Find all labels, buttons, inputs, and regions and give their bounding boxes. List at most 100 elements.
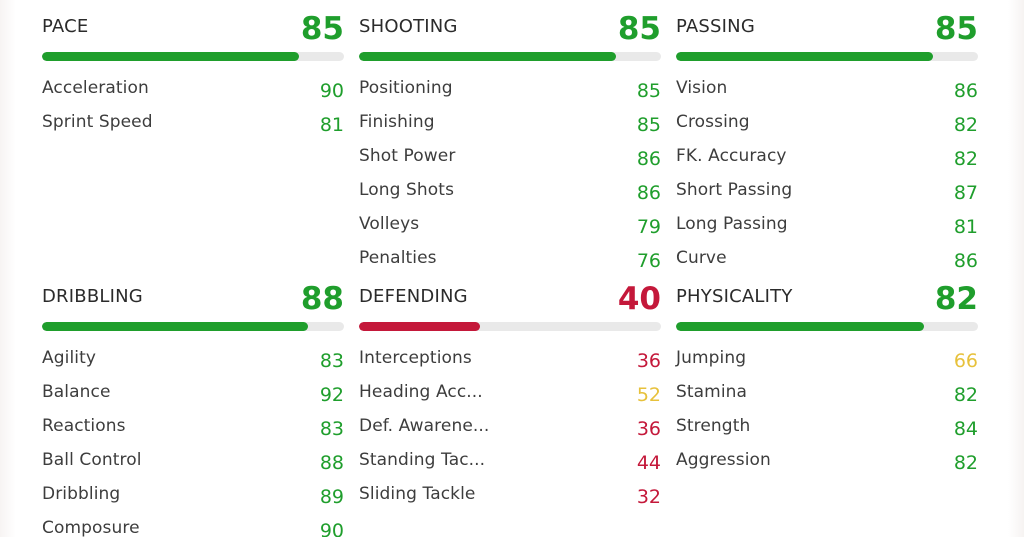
stat-value: 86	[953, 80, 978, 102]
section-physicality: PHYSICALITY 82 Jumping 66 Stamina 82 Strength 8…	[676, 270, 978, 474]
stat-label: Short Passing	[676, 180, 793, 200]
section-rating: 85	[617, 11, 661, 47]
stat-label: Composure	[42, 518, 140, 537]
stat-value: 88	[319, 452, 344, 474]
stat-row: Positioning 85	[359, 75, 661, 109]
section-title: SHOOTING	[359, 16, 458, 37]
section-title: DRIBBLING	[42, 286, 143, 307]
stat-value: 89	[319, 486, 344, 508]
stat-label: Long Shots	[359, 180, 455, 200]
section-dribbling: DRIBBLING 88 Agility 83 Balance 92 Reactions 83…	[42, 270, 344, 537]
stat-value: 66	[953, 350, 978, 372]
stat-row: Aggression 82	[676, 447, 978, 481]
section-title: DEFENDING	[359, 286, 468, 307]
stat-label: Sliding Tackle	[359, 484, 476, 504]
stat-value: 44	[636, 452, 661, 474]
stat-label: Agility	[42, 348, 97, 368]
stat-value: 90	[319, 520, 344, 537]
stat-list: Positioning 85 Finishing 85 Shot Power 86 Long…	[359, 75, 661, 279]
stat-label: Shot Power	[359, 146, 456, 166]
rating-bar	[42, 322, 344, 331]
stat-value: 82	[953, 114, 978, 136]
stat-label: Dribbling	[42, 484, 121, 504]
section-rating: 40	[617, 281, 661, 317]
rating-bar	[359, 322, 661, 331]
section-rating: 85	[300, 11, 344, 47]
stat-row: Interceptions 36	[359, 345, 661, 379]
stat-value: 85	[636, 80, 661, 102]
stat-value: 36	[636, 350, 661, 372]
rating-bar-fill	[676, 52, 933, 61]
section-rating: 85	[934, 11, 978, 47]
stat-label: Ball Control	[42, 450, 142, 470]
stat-row: Curve 86	[676, 245, 978, 279]
section-header: SHOOTING 85	[359, 0, 661, 45]
section-header: PHYSICALITY 82	[676, 270, 978, 315]
stat-value: 79	[636, 216, 661, 238]
stat-label: Positioning	[359, 78, 453, 98]
section-header: PACE 85	[42, 0, 344, 45]
stat-value: 82	[953, 452, 978, 474]
stat-value: 82	[953, 148, 978, 170]
stat-label: Volleys	[359, 214, 420, 234]
stat-label: Reactions	[42, 416, 126, 436]
section-header: DRIBBLING 88	[42, 270, 344, 315]
stat-label: Stamina	[676, 382, 748, 402]
rating-bar-fill	[42, 322, 308, 331]
stat-row: Strength 84	[676, 413, 978, 447]
stat-row: Stamina 82	[676, 379, 978, 413]
stat-value: 32	[636, 486, 661, 508]
stat-value: 86	[636, 148, 661, 170]
stat-row: Finishing 85	[359, 109, 661, 143]
stat-list: Interceptions 36 Heading Acc... 52 Def. Awar…	[359, 345, 661, 515]
section-header: DEFENDING 40	[359, 270, 661, 315]
section-passing: PASSING 85 Vision 86 Crossing 82 FK. Accuracy 8…	[676, 0, 978, 272]
stat-value: 83	[319, 418, 344, 440]
stat-row: Long Passing 81	[676, 211, 978, 245]
stat-row: Heading Acc... 52	[359, 379, 661, 413]
stat-label: FK. Accuracy	[676, 146, 787, 166]
stat-label: Finishing	[359, 112, 435, 132]
stat-value: 52	[636, 384, 661, 406]
section-title: PASSING	[676, 16, 755, 37]
section-rating: 88	[300, 281, 344, 317]
section-defending: DEFENDING 40 Interceptions 36 Heading Acc...…	[359, 270, 661, 508]
stat-row: Shot Power 86	[359, 143, 661, 177]
stat-value: 90	[319, 80, 344, 102]
stat-row: Acceleration 90	[42, 75, 344, 109]
stat-list: Agility 83 Balance 92 Reactions 83 Ball Contro…	[42, 345, 344, 537]
rating-bar-fill	[42, 52, 299, 61]
stat-value: 84	[953, 418, 978, 440]
stat-row: Ball Control 88	[42, 447, 344, 481]
stat-row: Balance 92	[42, 379, 344, 413]
stat-label: Sprint Speed	[42, 112, 153, 132]
stat-row: Short Passing 87	[676, 177, 978, 211]
stat-label: Balance	[42, 382, 111, 402]
stat-value: 36	[636, 418, 661, 440]
stat-list: Vision 86 Crossing 82 FK. Accuracy 82 Short Pa…	[676, 75, 978, 279]
stat-list: Jumping 66 Stamina 82 Strength 84 Aggression 82	[676, 345, 978, 481]
stat-value: 76	[636, 250, 661, 272]
section-title: PACE	[42, 16, 89, 37]
stat-label: Crossing	[676, 112, 750, 132]
stat-value: 82	[953, 384, 978, 406]
rating-bar	[359, 52, 661, 61]
stat-value: 83	[319, 350, 344, 372]
stat-label: Jumping	[676, 348, 747, 368]
rating-bar	[42, 52, 344, 61]
stat-row: Vision 86	[676, 75, 978, 109]
stat-list: Acceleration 90 Sprint Speed 81	[42, 75, 344, 143]
stat-value: 81	[953, 216, 978, 238]
stat-row: Long Shots 86	[359, 177, 661, 211]
stat-row: Volleys 79	[359, 211, 661, 245]
stat-label: Interceptions	[359, 348, 472, 368]
stat-label: Penalties	[359, 248, 437, 268]
stat-row: Sprint Speed 81	[42, 109, 344, 143]
stat-row: Standing Tac... 44	[359, 447, 661, 481]
stat-value: 85	[636, 114, 661, 136]
stat-row: Composure 90	[42, 515, 344, 537]
stat-row: FK. Accuracy 82	[676, 143, 978, 177]
stat-row: Sliding Tackle 32	[359, 481, 661, 515]
